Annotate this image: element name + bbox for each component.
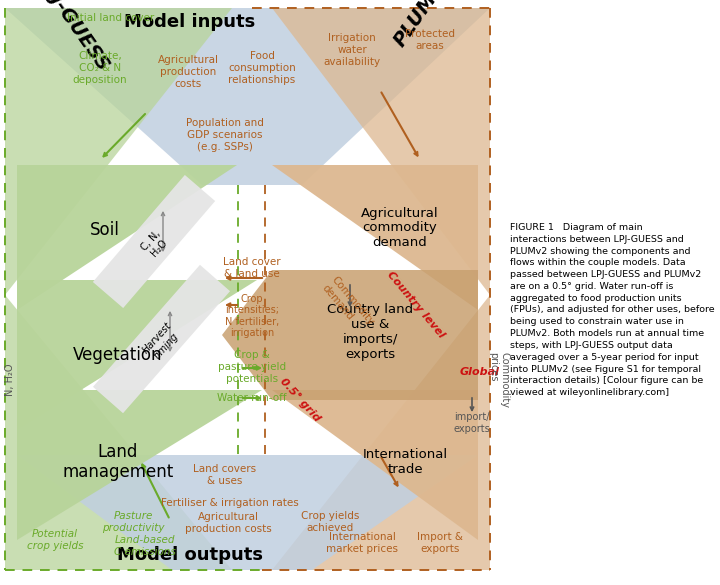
Text: import/
exports: import/ exports <box>454 412 490 434</box>
Text: Climate,
CO₂ & N
deposition: Climate, CO₂ & N deposition <box>73 51 127 85</box>
Polygon shape <box>17 455 478 570</box>
Polygon shape <box>5 8 232 295</box>
Text: Fertiliser & irrigation rates: Fertiliser & irrigation rates <box>161 498 299 508</box>
Text: Vegetation: Vegetation <box>73 346 163 364</box>
Text: Population and
GDP scenarios
(e.g. SSPs): Population and GDP scenarios (e.g. SSPs) <box>186 118 264 152</box>
Text: Pasture
productivity: Pasture productivity <box>102 511 164 533</box>
Polygon shape <box>17 280 257 430</box>
Text: Agricultural
production
costs: Agricultural production costs <box>158 56 218 88</box>
Text: International
market prices: International market prices <box>326 532 398 554</box>
Text: Crop
intensities;
N fertiliser,
irrigation: Crop intensities; N fertiliser, irrigati… <box>225 294 279 338</box>
Text: Harvest
timing: Harvest timing <box>141 321 183 363</box>
Text: Water run-off: Water run-off <box>217 393 287 403</box>
Text: Commodity
prices: Commodity prices <box>488 352 510 408</box>
Text: Country land
use &
imports/
exports: Country land use & imports/ exports <box>327 303 413 361</box>
Text: Irrigation
water
availability: Irrigation water availability <box>323 33 381 67</box>
Text: Protected
areas: Protected areas <box>405 29 455 51</box>
Polygon shape <box>222 270 478 400</box>
Text: Commodity
demand: Commodity demand <box>320 275 375 335</box>
Text: Land-based
C emissions: Land-based C emissions <box>114 535 176 557</box>
Text: Soil: Soil <box>90 221 120 239</box>
Polygon shape <box>17 390 262 540</box>
Text: N, H₂O: N, H₂O <box>5 364 15 396</box>
Text: 0.5° grid: 0.5° grid <box>278 376 322 424</box>
Polygon shape <box>93 175 215 308</box>
Text: PLUMv2: PLUMv2 <box>390 0 456 50</box>
Text: Agricultural
production costs: Agricultural production costs <box>184 512 271 534</box>
Polygon shape <box>272 390 478 540</box>
Text: Land covers
& uses: Land covers & uses <box>194 464 256 486</box>
Text: Country level: Country level <box>385 270 446 340</box>
Text: International
trade: International trade <box>362 448 448 476</box>
Polygon shape <box>5 8 490 185</box>
Polygon shape <box>272 295 490 570</box>
Text: C, N,
H₂O: C, N, H₂O <box>139 228 171 260</box>
Text: Import &
exports: Import & exports <box>417 532 463 554</box>
Text: Model outputs: Model outputs <box>117 546 263 564</box>
Text: Crop &
pasture yield
potentials: Crop & pasture yield potentials <box>218 350 286 384</box>
Text: Land
management: Land management <box>63 443 174 481</box>
Text: Model inputs: Model inputs <box>125 13 256 31</box>
Text: Crop yields
achieved: Crop yields achieved <box>301 511 359 533</box>
Polygon shape <box>5 295 232 570</box>
Polygon shape <box>272 165 478 310</box>
Text: LPJ-GUESS: LPJ-GUESS <box>32 0 113 75</box>
Polygon shape <box>272 8 490 295</box>
Text: Agricultural
commodity
demand: Agricultural commodity demand <box>361 207 438 249</box>
Text: Initial land cover: Initial land cover <box>67 13 154 23</box>
Text: FIGURE 1   Diagram of main
interactions between LPJ-GUESS and
PLUMv2 showing the: FIGURE 1 Diagram of main interactions be… <box>510 223 715 397</box>
Polygon shape <box>17 165 237 310</box>
Text: Land cover
& land use: Land cover & land use <box>223 257 281 279</box>
Text: Food
consumption
relationships: Food consumption relationships <box>228 51 296 85</box>
Text: Global: Global <box>460 367 500 377</box>
Polygon shape <box>93 265 230 413</box>
Text: Potential
crop yields: Potential crop yields <box>27 529 84 551</box>
